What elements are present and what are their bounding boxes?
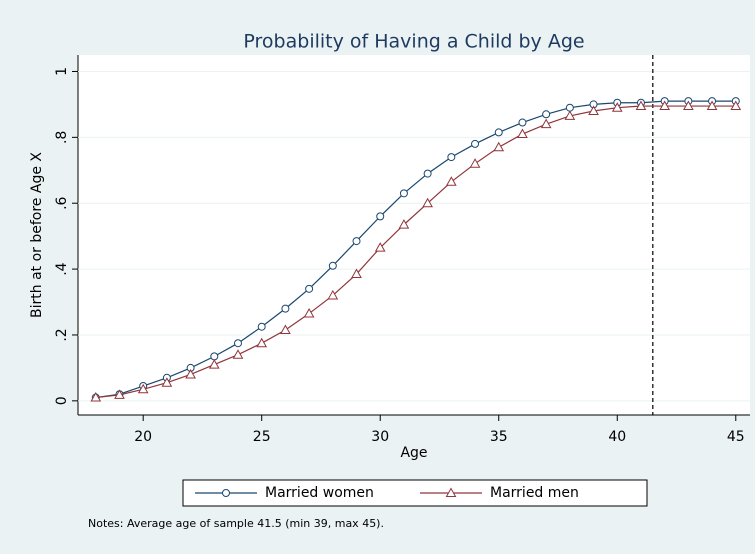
marker — [280, 324, 291, 335]
marker — [114, 389, 125, 399]
marker — [398, 219, 410, 229]
marker — [185, 368, 196, 379]
marker — [471, 139, 480, 148]
marker — [257, 322, 266, 331]
marker — [351, 268, 362, 279]
marker — [517, 128, 528, 139]
y-tick-label: 1 — [54, 67, 70, 76]
series-line — [95, 105, 736, 399]
marker — [303, 308, 315, 318]
marker — [137, 383, 149, 394]
marker — [659, 100, 671, 111]
marker — [210, 352, 219, 361]
marker — [208, 359, 220, 369]
marker — [445, 176, 457, 186]
series-line — [95, 100, 736, 399]
marker — [494, 128, 503, 137]
marker — [730, 100, 742, 111]
marker — [161, 377, 173, 387]
marker — [232, 349, 244, 359]
marker — [564, 110, 576, 120]
y-tick-label: 0 — [54, 396, 70, 405]
marker — [588, 105, 599, 115]
x-tick-label: 30 — [371, 429, 389, 445]
x-tick-label: 45 — [727, 429, 745, 445]
x-tick-label: 20 — [134, 429, 152, 445]
marker — [376, 212, 385, 221]
legend-box — [182, 479, 648, 507]
marker — [399, 189, 408, 198]
note: Notes: Average age of sample 41.5 (min 3… — [88, 517, 384, 530]
x-axis-label: Age — [400, 445, 427, 461]
marker — [447, 153, 456, 162]
plot-area — [78, 55, 750, 415]
y-tick-label: .8 — [54, 131, 70, 144]
legend-label: Married men — [490, 485, 579, 501]
marker — [542, 110, 551, 119]
marker — [518, 118, 527, 127]
marker — [327, 289, 339, 300]
marker — [234, 339, 242, 348]
marker — [423, 169, 432, 178]
marker — [352, 237, 361, 246]
marker — [469, 158, 481, 168]
marker — [374, 242, 386, 252]
y-tick-label: .2 — [54, 328, 70, 341]
y-tick-label: .6 — [54, 196, 70, 209]
x-tick-label: 35 — [490, 429, 508, 445]
y-axis-label: Birth at or before Age X — [29, 152, 45, 318]
marker — [635, 100, 647, 111]
marker — [540, 118, 552, 129]
marker — [611, 102, 623, 112]
x-tick-label: 40 — [608, 429, 626, 445]
marker — [422, 197, 433, 208]
marker — [445, 487, 457, 497]
marker — [305, 284, 314, 293]
marker — [222, 489, 230, 497]
marker — [565, 103, 574, 112]
chart-title: Probability of Having a Child by Age — [243, 31, 584, 53]
marker — [328, 261, 337, 270]
x-tick-label: 25 — [253, 429, 271, 445]
marker — [90, 392, 102, 402]
marker — [493, 141, 505, 152]
marker — [683, 100, 694, 111]
marker — [281, 304, 290, 313]
marker — [706, 100, 718, 111]
legend-label: Married women — [265, 485, 374, 501]
y-tick-label: .4 — [54, 262, 70, 275]
marker — [256, 337, 268, 348]
